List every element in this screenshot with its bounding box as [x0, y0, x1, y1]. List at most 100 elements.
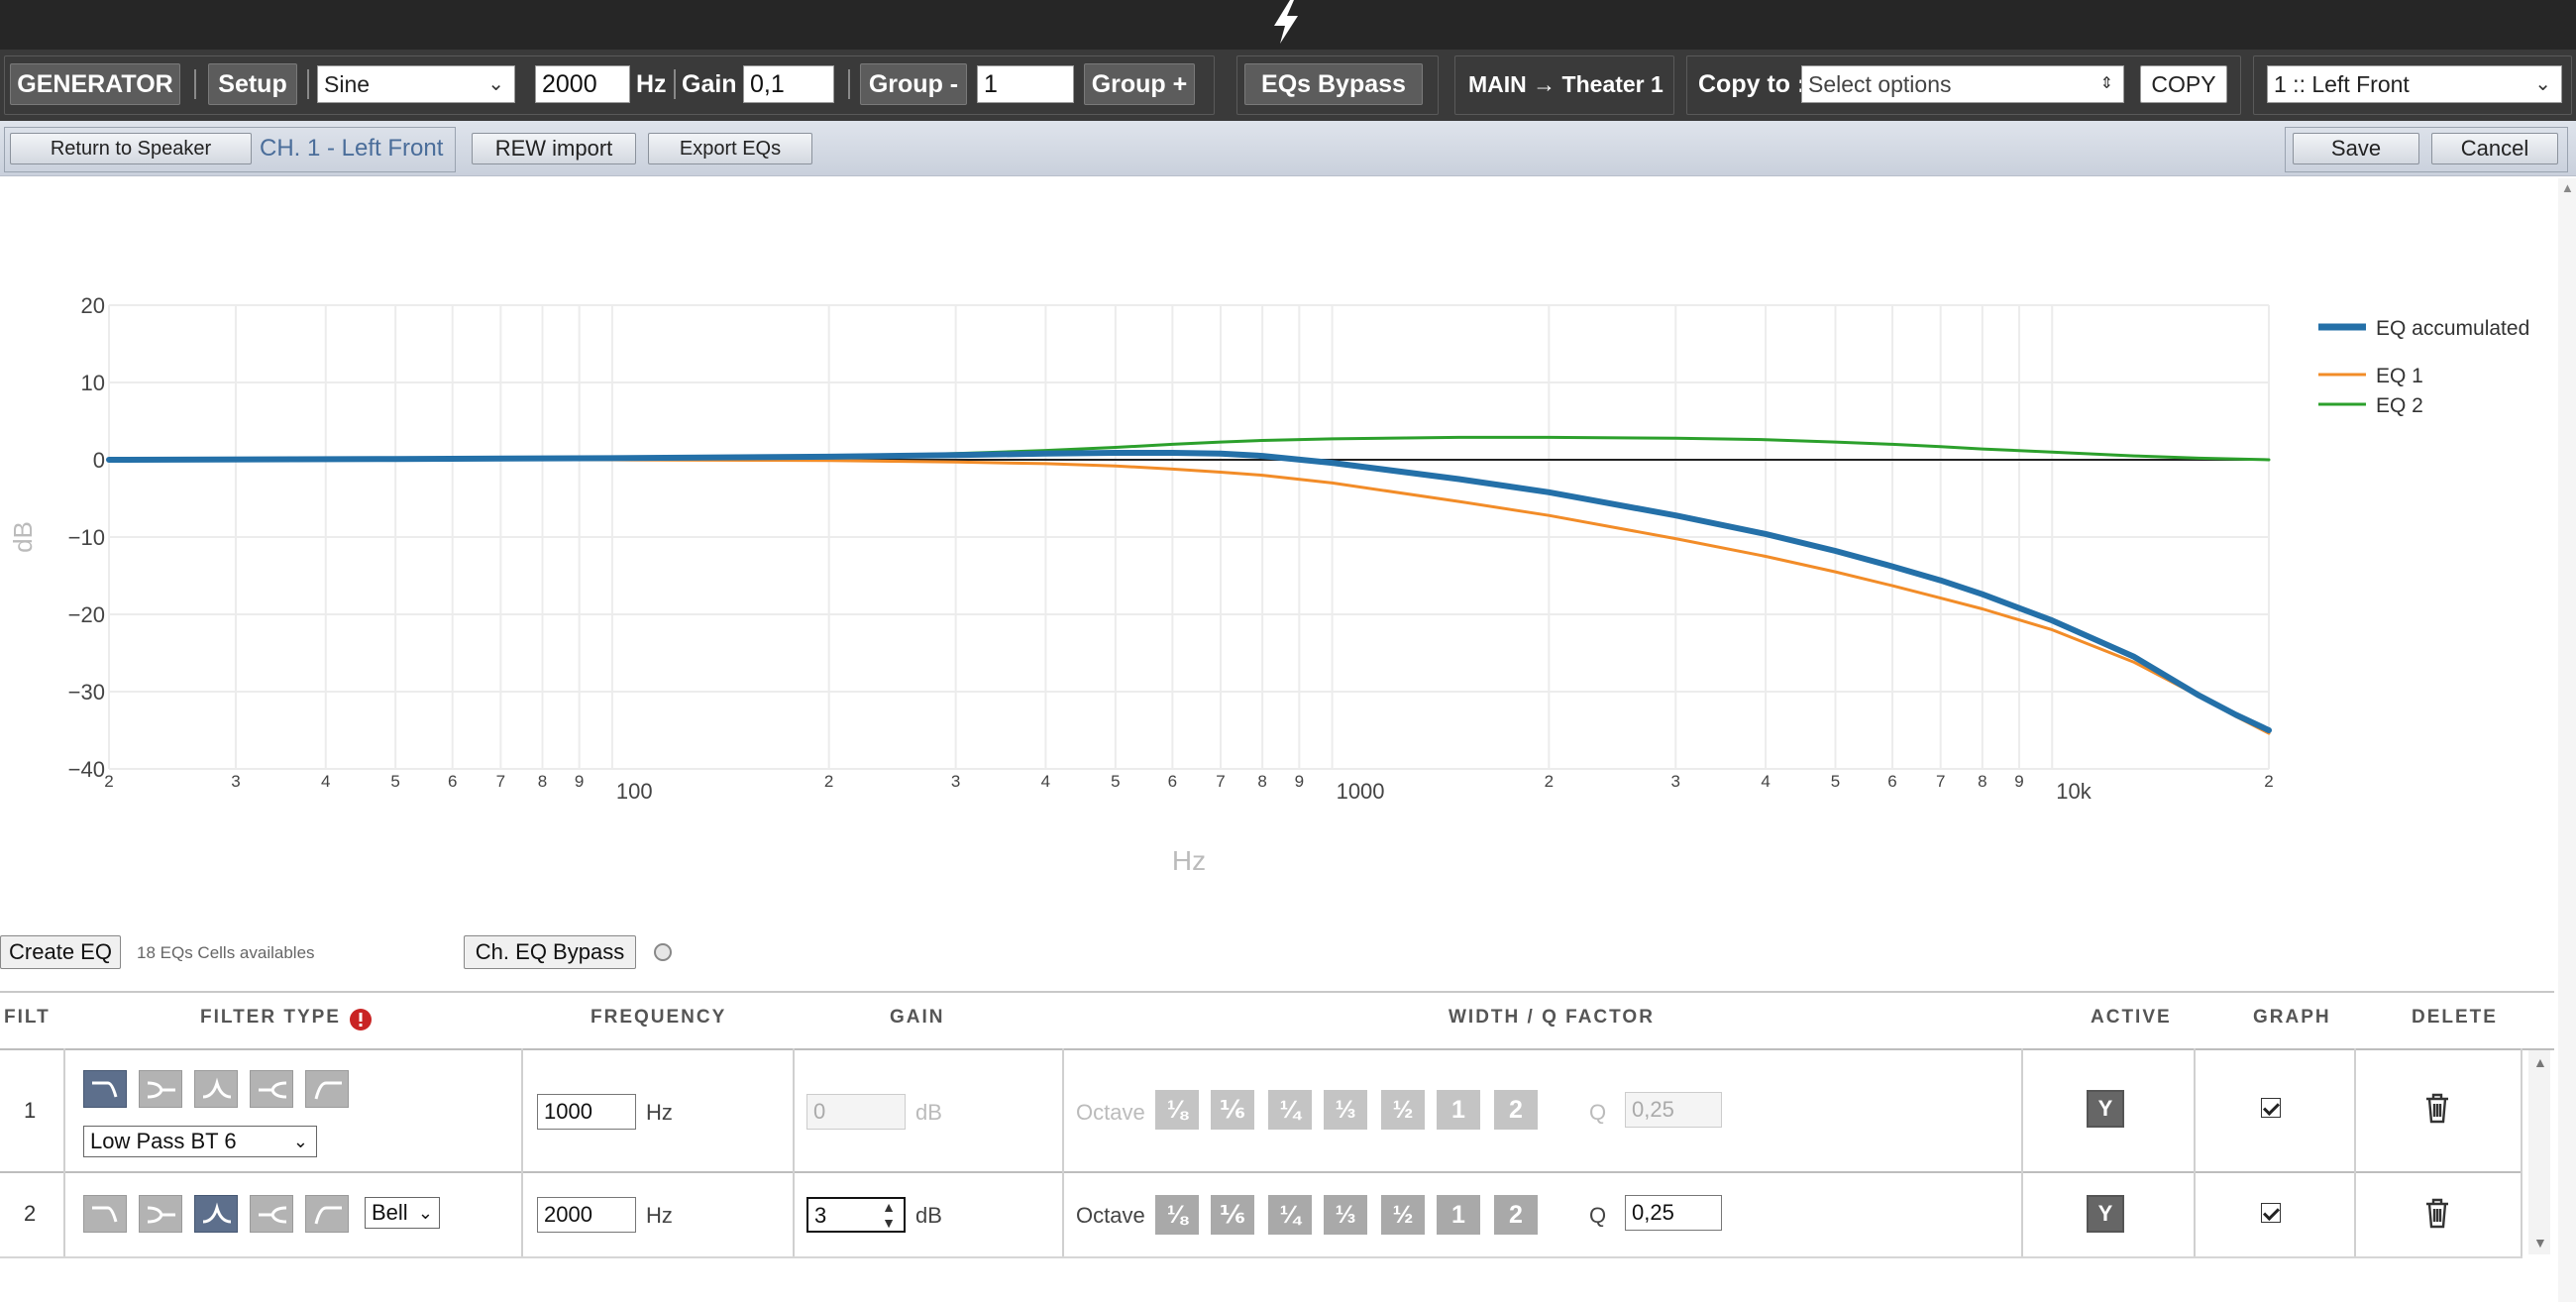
- y-tick-label: 20: [81, 293, 105, 318]
- setup-button[interactable]: Setup: [208, 63, 297, 105]
- filter-low-shelf-button[interactable]: [139, 1070, 182, 1108]
- octave-1-8-button[interactable]: ⅛: [1155, 1195, 1199, 1235]
- x-tick-label: 4: [1761, 772, 1770, 791]
- cancel-button[interactable]: Cancel: [2431, 133, 2558, 164]
- col-divider: [63, 1048, 65, 1256]
- y-tick-label: 0: [93, 448, 105, 473]
- bypass-group: [1236, 55, 1439, 115]
- warning-icon[interactable]: [349, 1008, 373, 1031]
- filter-high-shelf-button[interactable]: [250, 1195, 293, 1233]
- generator-button[interactable]: GENERATOR: [10, 63, 180, 105]
- x-tick-label: 9: [575, 772, 584, 791]
- y-tick-label: −10: [68, 525, 105, 550]
- filter-low-pass-button[interactable]: [83, 1195, 127, 1233]
- header-width-q: WIDTH / Q FACTOR: [1449, 1007, 1655, 1028]
- graph-checkbox[interactable]: [2261, 1098, 2281, 1118]
- octave-1-6-button[interactable]: ⅙: [1211, 1195, 1254, 1235]
- col-divider: [521, 1048, 523, 1256]
- generator-gain-input[interactable]: 0,1: [743, 65, 834, 103]
- create-eq-button[interactable]: Create EQ: [0, 935, 121, 969]
- active-toggle[interactable]: Y: [2087, 1090, 2124, 1128]
- chart-legend: EQ accumulated EQ 1 EQ 2: [2318, 317, 2529, 417]
- eqs-bypass-button[interactable]: EQs Bypass: [1244, 63, 1423, 105]
- page-scrollbar[interactable]: ▲: [2558, 178, 2576, 1302]
- row-index: 1: [24, 1098, 37, 1123]
- eq-cells-available: 18 EQs Cells availables: [137, 943, 315, 962]
- legend-label: EQ 2: [2376, 394, 2423, 417]
- stepper-icon[interactable]: ▲ ▼: [882, 1199, 896, 1231]
- high-shelf-icon: [259, 1206, 287, 1224]
- return-to-speaker-button[interactable]: Return to Speaker: [10, 133, 252, 164]
- x-tick-label: 9: [1295, 772, 1304, 791]
- bell-icon: [202, 1202, 232, 1224]
- octave-1-4-button[interactable]: ¼: [1268, 1195, 1312, 1235]
- filter-bell-button[interactable]: [194, 1070, 238, 1108]
- export-eqs-button[interactable]: Export EQs: [648, 133, 812, 164]
- scroll-down-icon[interactable]: ▼: [2533, 1235, 2547, 1250]
- filter-high-shelf-button[interactable]: [250, 1070, 293, 1108]
- scroll-up-icon[interactable]: ▲: [2561, 180, 2574, 195]
- col-divider: [793, 1048, 795, 1256]
- y-tick-label: 10: [81, 371, 105, 395]
- gain-value: 3: [814, 1203, 827, 1228]
- active-toggle[interactable]: Y: [2087, 1195, 2124, 1233]
- copy-button[interactable]: COPY: [2140, 65, 2227, 103]
- table-top-border: [0, 991, 2554, 993]
- chart-ticks: 2 3 4 5 6 7 8 9 100 2 3 4 5 6 7 8 9 1000 2 3 4 5 6 7 8 9 10k 220100…: [68, 293, 2274, 804]
- octave-2-button[interactable]: 2: [1494, 1195, 1538, 1235]
- x-axis-label: Hz: [1172, 845, 1206, 876]
- waveform-value: Sine: [324, 71, 371, 97]
- waveform-select[interactable]: Sine ⌄: [317, 65, 515, 103]
- x-tick-label: 100: [616, 779, 653, 804]
- x-tick-label: 7: [496, 772, 505, 791]
- copy-to-select[interactable]: Select options ⇕: [1801, 65, 2124, 103]
- header-active: ACTIVE: [2091, 1007, 2172, 1028]
- q-input[interactable]: 0,25: [1625, 1195, 1722, 1231]
- filter-bell-button[interactable]: [194, 1195, 238, 1233]
- frequency-input[interactable]: 2000: [537, 1197, 636, 1233]
- rew-import-button[interactable]: REW import: [472, 133, 636, 164]
- trash-icon[interactable]: [2423, 1197, 2451, 1229]
- y-tick-label: −30: [68, 680, 105, 705]
- route-label: MAIN → Theater 1: [1468, 71, 1664, 97]
- octave-1-button[interactable]: 1: [1437, 1195, 1480, 1235]
- row-divider: [0, 1171, 2522, 1173]
- gain-input[interactable]: 3 ▲ ▼: [806, 1197, 906, 1233]
- save-button[interactable]: Save: [2293, 133, 2419, 164]
- trash-icon[interactable]: [2423, 1092, 2451, 1124]
- frequency-unit: Hz: [636, 70, 667, 98]
- row-index: 2: [24, 1201, 37, 1226]
- filter-high-pass-button[interactable]: [305, 1195, 349, 1233]
- frequency-input[interactable]: 1000: [537, 1094, 636, 1130]
- x-tick-label: 5: [1111, 772, 1120, 791]
- scroll-up-icon[interactable]: ▲: [2533, 1054, 2547, 1070]
- header-divider: [0, 1048, 2554, 1050]
- filter-type-select[interactable]: Bell ⌄: [365, 1197, 440, 1229]
- filter-low-shelf-button[interactable]: [139, 1195, 182, 1233]
- group-minus-button[interactable]: Group -: [860, 63, 967, 105]
- x-tick-label: 2: [824, 772, 833, 791]
- channel-group: [2253, 55, 2572, 115]
- channel-select[interactable]: 1 :: Left Front ⌄: [2267, 65, 2562, 103]
- bell-icon: [202, 1077, 232, 1099]
- series-line-eq-1: [107, 458, 2271, 735]
- chevron-down-icon: ⌄: [487, 73, 504, 95]
- octave-1-3-button[interactable]: ⅓: [1324, 1195, 1367, 1235]
- table-scrollbar[interactable]: ▲ ▼: [2528, 1050, 2550, 1254]
- generator-frequency-input[interactable]: 2000: [535, 65, 630, 103]
- frequency-unit: Hz: [646, 1203, 673, 1228]
- filter-low-pass-button[interactable]: [83, 1070, 127, 1108]
- x-tick-label: 1000: [1337, 779, 1385, 804]
- channel-eq-bypass-button[interactable]: Ch. EQ Bypass: [464, 935, 636, 969]
- group-input[interactable]: 1: [977, 65, 1074, 103]
- group-plus-button[interactable]: Group +: [1084, 63, 1195, 105]
- x-tick-label: 8: [538, 772, 547, 791]
- x-tick-label: 3: [231, 772, 240, 791]
- graph-checkbox[interactable]: [2261, 1203, 2281, 1223]
- route-group: [1454, 55, 1674, 115]
- filter-high-pass-button[interactable]: [305, 1070, 349, 1108]
- col-divider: [1062, 1048, 1064, 1256]
- octave-1-2-button[interactable]: ½: [1381, 1195, 1425, 1235]
- header-graph: GRAPH: [2253, 1007, 2331, 1028]
- filter-type-select[interactable]: Low Pass BT 6 ⌄: [83, 1126, 317, 1157]
